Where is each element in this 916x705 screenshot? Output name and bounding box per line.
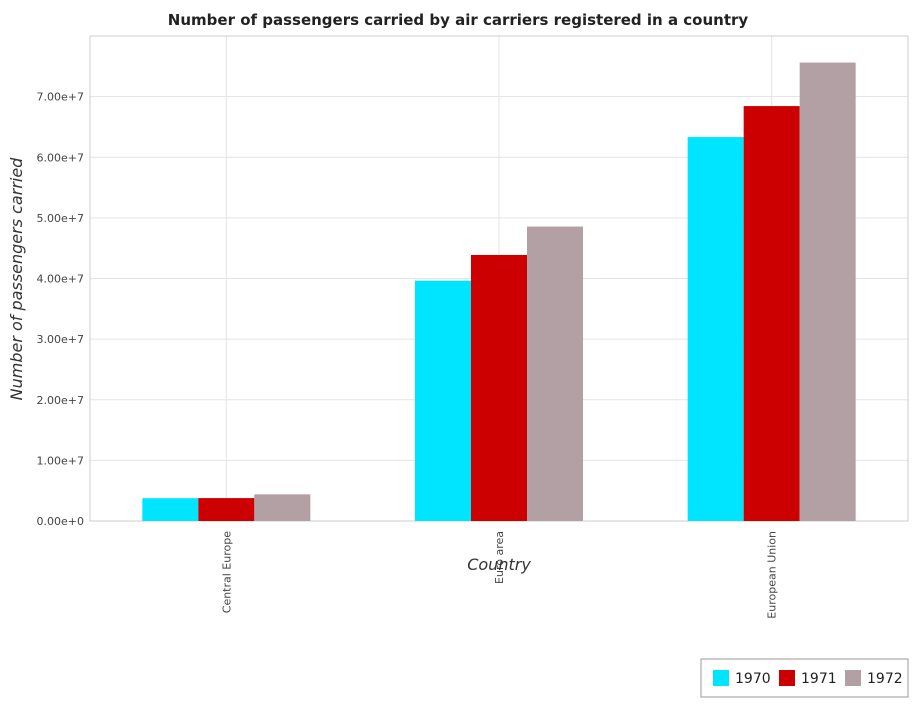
bar-1972-central-europe (254, 494, 311, 521)
y-tick-label: 0.00e+0 (37, 515, 84, 528)
bar-1970-european-union (687, 137, 744, 521)
x-tick-label: European Union (766, 531, 779, 619)
legend-label-1970: 1970 (735, 671, 771, 687)
x-tick-label: Euro area (493, 531, 506, 584)
y-ticks: 0.00e+0 1.00e+7 2.00e+7 3.00e+7 4.00e+7 5.00e… (37, 91, 84, 528)
bar-1971-european-union (743, 106, 800, 522)
legend: 1970 1971 1972 (700, 658, 909, 698)
legend-swatch-1971 (779, 670, 795, 686)
legend-label-1971: 1971 (801, 671, 837, 687)
y-tick-label: 1.00e+7 (37, 454, 84, 467)
bar-1971-euro-area (471, 254, 527, 522)
legend-label-1972: 1972 (867, 671, 903, 687)
bars (142, 62, 856, 522)
bar-1971-central-europe (198, 498, 255, 521)
x-ticks: Central Europe Euro area European Union (220, 531, 778, 619)
y-tick-label: 5.00e+7 (37, 212, 84, 225)
legend-box (700, 658, 909, 698)
y-axis-label: Number of passengers carried (7, 157, 26, 401)
y-tick-label: 7.00e+7 (37, 91, 84, 104)
x-tick-label: Central Europe (220, 531, 233, 613)
legend-swatch-1970 (713, 670, 729, 686)
bar-1972-european-union (799, 62, 856, 522)
x-axis-label: Country (467, 555, 531, 574)
y-tick-label: 4.00e+7 (37, 273, 84, 286)
bar-1970-central-europe (142, 498, 199, 521)
y-tick-label: 6.00e+7 (37, 151, 84, 164)
y-tick-label: 3.00e+7 (37, 333, 84, 346)
chart-title: Number of passengers carried by air carr… (168, 11, 749, 29)
y-tick-label: 2.00e+7 (37, 394, 84, 407)
bar-1972-euro-area (527, 226, 583, 521)
bar-1970-euro-area (415, 280, 471, 521)
legend-swatch-1972 (845, 670, 861, 686)
